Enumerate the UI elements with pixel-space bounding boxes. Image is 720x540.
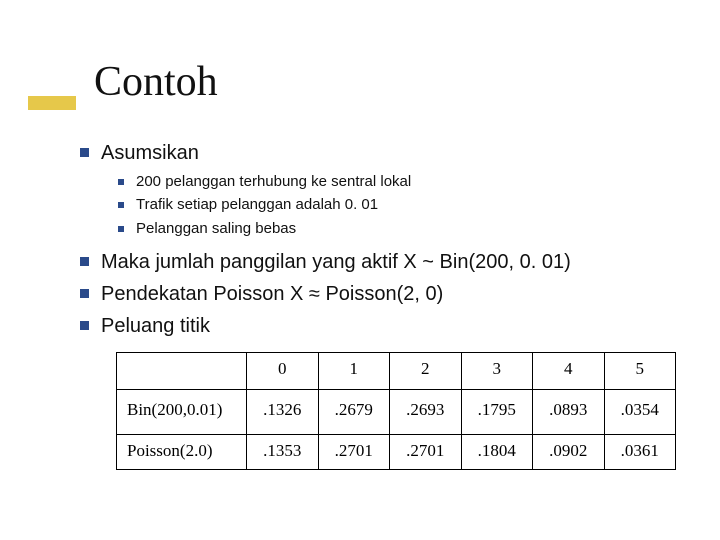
sub-bullet: Trafik setiap pelanggan adalah 0. 01 [118, 195, 680, 215]
bullet-pendekatan: Pendekatan Poisson X ≈ Poisson(2, 0) [80, 281, 680, 307]
table-row: Poisson(2.0) .1353 .2701 .2701 .1804 .09… [117, 435, 676, 470]
table-cell: .1795 [461, 390, 533, 435]
sub-bullet: Pelanggan saling bebas [118, 219, 680, 239]
table-header-cell: 2 [390, 353, 462, 390]
table-cell: .0354 [604, 390, 676, 435]
table-row: Bin(200,0.01) .1326 .2679 .2693 .1795 .0… [117, 390, 676, 435]
sub-bullet-text: 200 pelanggan terhubung ke sentral lokal [136, 172, 411, 192]
bullet-square-icon [118, 202, 124, 208]
table-cell: .2693 [390, 390, 462, 435]
table-cell: .0893 [533, 390, 605, 435]
bullet-peluang: Peluang titik [80, 313, 680, 339]
sub-bullet-text: Trafik setiap pelanggan adalah 0. 01 [136, 195, 378, 215]
table-cell: .0361 [604, 435, 676, 470]
table-header-cell: 0 [247, 353, 319, 390]
table-row-label: Bin(200,0.01) [117, 390, 247, 435]
sub-bullet: 200 pelanggan terhubung ke sentral lokal [118, 172, 680, 192]
table-cell: .1804 [461, 435, 533, 470]
bullet-text: Asumsikan [101, 140, 199, 166]
table-header-cell: 3 [461, 353, 533, 390]
table-header-cell: 5 [604, 353, 676, 390]
sub-bullet-text: Pelanggan saling bebas [136, 219, 296, 239]
table-header-cell [117, 353, 247, 390]
accent-bar [28, 96, 76, 110]
bullet-text: Maka jumlah panggilan yang aktif X ~ Bin… [101, 249, 571, 275]
sub-list: 200 pelanggan terhubung ke sentral lokal… [118, 172, 680, 239]
content-area: Asumsikan 200 pelanggan terhubung ke sen… [80, 140, 680, 345]
bullet-asumsikan: Asumsikan [80, 140, 680, 166]
table-cell: .2701 [390, 435, 462, 470]
table-cell: .1326 [247, 390, 319, 435]
table-cell: .1353 [247, 435, 319, 470]
table-cell: .2679 [318, 390, 390, 435]
bullet-square-icon [118, 226, 124, 232]
bullet-square-icon [118, 179, 124, 185]
bullet-square-icon [80, 289, 89, 298]
bullet-text: Peluang titik [101, 313, 210, 339]
bullet-square-icon [80, 321, 89, 330]
bullet-maka: Maka jumlah panggilan yang aktif X ~ Bin… [80, 249, 680, 275]
table-header-cell: 1 [318, 353, 390, 390]
bullet-square-icon [80, 148, 89, 157]
bullet-text: Pendekatan Poisson X ≈ Poisson(2, 0) [101, 281, 443, 307]
probability-table: 0 1 2 3 4 5 Bin(200,0.01) .1326 .2679 .2… [116, 352, 676, 470]
table-cell: .2701 [318, 435, 390, 470]
bullet-square-icon [80, 257, 89, 266]
table-cell: .0902 [533, 435, 605, 470]
table-row-label: Poisson(2.0) [117, 435, 247, 470]
table-header-cell: 4 [533, 353, 605, 390]
table-header-row: 0 1 2 3 4 5 [117, 353, 676, 390]
slide-title: Contoh [94, 58, 218, 106]
